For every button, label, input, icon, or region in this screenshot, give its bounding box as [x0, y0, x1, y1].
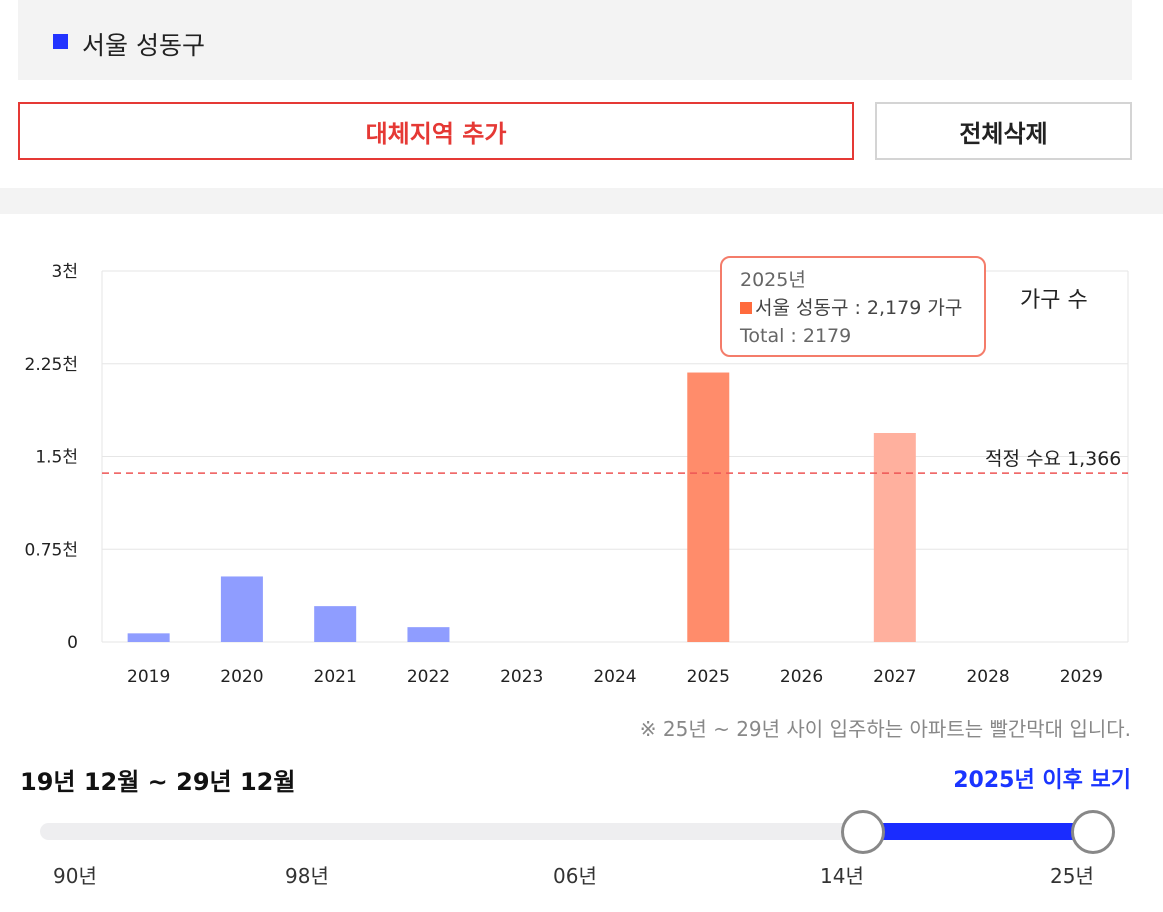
section-divider	[0, 188, 1163, 214]
y-tick-label: 0	[67, 633, 78, 653]
clear-all-button[interactable]: 전체삭제	[875, 102, 1132, 160]
bar-2022[interactable]	[407, 627, 450, 642]
y-tick-label: 0.75천	[25, 540, 79, 560]
scale-label-06: 06년	[553, 864, 597, 888]
tooltip-series-line: 서울 성동구 : 2,179 가구	[740, 294, 966, 322]
range-slider-end-handle[interactable]	[1071, 810, 1115, 854]
region-label: 서울 성동구	[82, 31, 205, 60]
x-tick-label: 2028	[966, 667, 1009, 687]
chart-tooltip: 2025년 서울 성동구 : 2,179 가구 Total : 2179	[720, 256, 986, 357]
tooltip-title: 2025년	[740, 269, 806, 291]
x-tick-label: 2019	[127, 667, 170, 687]
y-unit-label: 가구 수	[1020, 288, 1088, 313]
supply-bar-chart: 0 0.75천 1.5천 2.25천 3천 2019 2020 2021 2022 2023 20…	[25, 262, 1129, 687]
tooltip-total: Total : 2179	[740, 325, 852, 347]
y-tick-label: 2.25천	[25, 355, 79, 375]
bar-2025[interactable]	[687, 372, 730, 642]
scale-label-25: 25년	[1050, 864, 1094, 888]
x-tick-label: 2026	[780, 667, 823, 687]
x-tick-label: 2023	[500, 667, 543, 687]
add-alternative-region-button[interactable]: 대체지역 추가	[18, 102, 854, 160]
range-slider-selected	[862, 823, 1092, 840]
x-tick-label: 2029	[1060, 667, 1103, 687]
scale-label-90: 90년	[53, 864, 97, 888]
y-tick-label: 1.5천	[35, 448, 78, 468]
x-tick-label: 2022	[407, 667, 450, 687]
tooltip-series-text: 서울 성동구 : 2,179 가구	[755, 297, 963, 319]
reference-line-label: 적정 수요 1,366	[985, 448, 1122, 470]
x-tick-label: 2024	[593, 667, 636, 687]
bar-2020[interactable]	[220, 576, 263, 642]
region-color-swatch	[53, 34, 68, 49]
view-after-2025-link[interactable]: 2025년 이후 보기	[953, 768, 1131, 793]
bar-2021[interactable]	[314, 606, 357, 642]
y-tick-label: 3천	[52, 262, 78, 282]
x-tick-label: 2027	[873, 667, 916, 687]
tooltip-swatch	[740, 302, 752, 314]
selected-region-list	[18, 0, 1132, 80]
x-tick-label: 2020	[220, 667, 263, 687]
scale-label-98: 98년	[285, 864, 329, 888]
scale-label-14: 14년	[820, 864, 864, 888]
red-bar-note: ※ 25년 ~ 29년 사이 입주하는 아파트는 빨간막대 입니다.	[639, 717, 1131, 741]
x-tick-label: 2025	[687, 667, 730, 687]
range-slider-start-handle[interactable]	[841, 810, 885, 854]
range-slider-track[interactable]	[40, 823, 1095, 840]
bar-2027[interactable]	[873, 433, 916, 642]
x-tick-label: 2021	[314, 667, 357, 687]
period-label: 19년 12월 ~ 29년 12월	[20, 768, 296, 796]
bar-2019[interactable]	[127, 633, 170, 642]
